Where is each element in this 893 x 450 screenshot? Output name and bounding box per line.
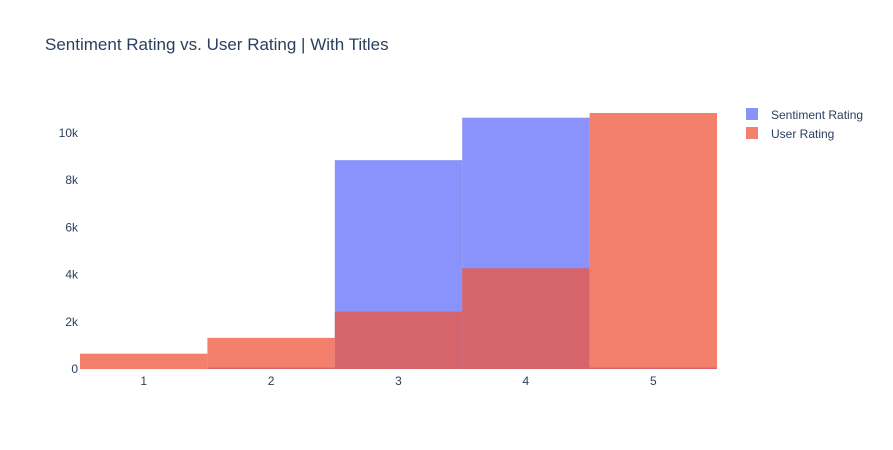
bar-user-rating-5[interactable] xyxy=(589,112,717,369)
y-tick-label: 8k xyxy=(65,173,79,187)
legend: Sentiment Rating User Rating xyxy=(746,108,863,141)
plot-area xyxy=(80,112,717,370)
legend-label-user-rating: User Rating xyxy=(771,127,834,141)
x-tick-label: 3 xyxy=(395,374,402,388)
x-tick-label: 5 xyxy=(650,374,657,388)
x-tick-label: 2 xyxy=(268,374,275,388)
x-tick-label: 4 xyxy=(523,374,530,388)
x-tick-label: 1 xyxy=(140,374,147,388)
y-tick-label: 0 xyxy=(71,362,78,376)
legend-item-sentiment-rating[interactable]: Sentiment Rating xyxy=(746,108,863,122)
bar-user-rating-4[interactable] xyxy=(462,268,590,369)
y-tick-label: 4k xyxy=(65,268,79,282)
bar-user-rating-2[interactable] xyxy=(207,337,335,369)
y-tick-label: 10k xyxy=(59,126,79,140)
chart-title: Sentiment Rating vs. User Rating | With … xyxy=(45,35,389,54)
bar-user-rating-3[interactable] xyxy=(334,311,463,369)
y-tick-label: 6k xyxy=(65,220,79,234)
bar-user-rating-1[interactable] xyxy=(80,353,208,369)
legend-swatch-sentiment-rating xyxy=(746,108,758,120)
y-tick-label: 2k xyxy=(65,315,79,329)
x-axis-ticks: 1 2 3 4 5 xyxy=(140,374,657,388)
legend-label-sentiment-rating: Sentiment Rating xyxy=(771,108,863,122)
legend-item-user-rating[interactable]: User Rating xyxy=(746,127,834,141)
legend-swatch-user-rating xyxy=(746,127,758,139)
y-axis-ticks: 0 2k 4k 6k 8k 10k xyxy=(59,126,79,376)
